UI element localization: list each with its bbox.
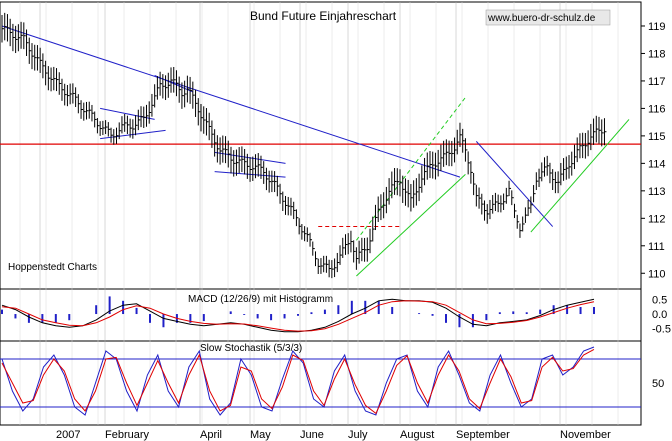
- y-ticks: 110 111 112 113 114 115 116 117 118 119 0.5 0.0 -0.5…: [641, 21, 671, 390]
- stoch-series: [0, 346, 641, 416]
- x-tick-label: April: [200, 429, 222, 441]
- y-tick-label: 114: [648, 158, 666, 170]
- trendline-downtrend: [1, 25, 461, 178]
- y-tick-label: 119: [648, 21, 666, 33]
- trendline-sep-down: [475, 141, 554, 227]
- price-series: [1, 12, 607, 279]
- stoch-y-tick-label: 50: [652, 378, 664, 390]
- x-tick-label: August: [400, 429, 434, 441]
- trendline-channel-high: [355, 97, 466, 241]
- y-tick-label: 116: [648, 103, 666, 115]
- macd-y-tick-label: -0.5: [652, 324, 671, 336]
- macd-signal-line: [1, 300, 595, 332]
- x-tick-label: 2007: [56, 429, 80, 441]
- x-tick-label: February: [105, 429, 150, 441]
- y-tick-label: 115: [648, 131, 666, 143]
- watermark: www.buero-dr-schulz.de: [487, 13, 596, 24]
- macd-title: MACD (12/26/9) mit Histogramm: [188, 294, 333, 305]
- stoch-panel-frame: [0, 340, 642, 426]
- y-tick-label: 118: [648, 48, 666, 60]
- x-tick-label: May: [250, 429, 271, 441]
- y-tick-label: 113: [648, 186, 666, 198]
- trendline-channel-low: [356, 173, 466, 277]
- y-tick-label: 112: [648, 213, 666, 225]
- y-tick-label: 111: [648, 241, 665, 253]
- macd-y-tick-label: 0.5: [652, 294, 667, 306]
- chart-title: Bund Future Einjahreschart: [250, 9, 397, 23]
- grid: [19, 2, 619, 425]
- y-tick-label: 110: [648, 268, 666, 280]
- source-label: Hoppenstedt Charts: [8, 262, 97, 273]
- stoch-title: Slow Stochastik (5/3/3): [200, 343, 302, 354]
- price-trendlines: [0, 25, 641, 277]
- macd-series: [1, 296, 595, 333]
- x-tick-label: June: [300, 429, 324, 441]
- trendline-nov-up: [530, 119, 630, 233]
- stoch-signal-line: [1, 348, 595, 415]
- x-tick-label: September: [456, 429, 510, 441]
- macd-y-tick-label: 0.0: [652, 309, 667, 321]
- x-tick-label: July: [348, 429, 368, 441]
- stoch-line: [1, 346, 595, 416]
- watermark-box: [485, 9, 611, 26]
- x-tick-label: November: [560, 429, 611, 441]
- x-ticks: 2007 February April May June July August Septem…: [56, 429, 611, 441]
- y-tick-label: 117: [648, 76, 666, 88]
